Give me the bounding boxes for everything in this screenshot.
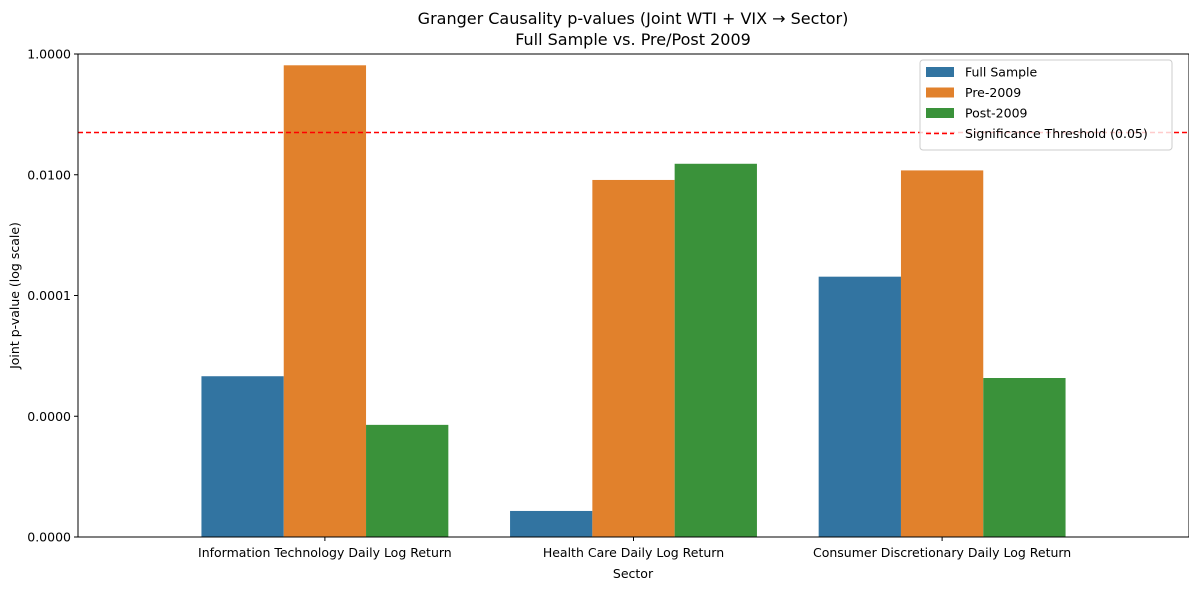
legend-swatch	[926, 87, 954, 98]
chart-subtitle: Full Sample vs. Pre/Post 2009	[515, 30, 751, 49]
legend-label: Pre-2009	[965, 85, 1021, 100]
y-axis-ticks: 0.0000 0.0000 0.0001 0.0100 1.0000	[27, 47, 78, 545]
y-axis-label: Joint p-value (log scale)	[7, 222, 22, 370]
legend-label: Post-2009	[965, 106, 1028, 121]
bar-pre-2009-0	[283, 65, 367, 538]
bar-post-2009-1	[674, 163, 757, 538]
legend-label: Significance Threshold (0.05)	[965, 126, 1148, 141]
x-tick-label: Health Care Daily Log Return	[543, 545, 724, 560]
legend-label: Full Sample	[965, 65, 1038, 80]
legend-frame	[919, 59, 1173, 151]
legend: Full Sample Pre-2009 Post-2009 Significance…	[919, 59, 1173, 151]
bars-group	[201, 65, 1066, 538]
bar-full-sample-1	[510, 510, 593, 537]
chart-title: Granger Causality p-values (Joint WTI + …	[418, 9, 849, 28]
x-tick-label: Information Technology Daily Log Return	[198, 545, 452, 560]
bar-full-sample-2	[818, 276, 901, 537]
legend-swatch	[926, 108, 954, 118]
x-axis-label: Sector	[613, 566, 654, 581]
y-tick-label: 0.0100	[27, 167, 71, 182]
x-tick-label: Consumer Discretionary Daily Log Return	[813, 545, 1071, 560]
legend-items: Full Sample Pre-2009 Post-2009 Significance…	[926, 65, 1148, 141]
y-tick-label: 0.0000	[27, 409, 71, 424]
bar-full-sample-0	[201, 376, 284, 537]
y-tick-label: 0.0000	[27, 530, 71, 545]
y-tick-label: 1.0000	[27, 47, 71, 62]
bar-pre-2009-2	[900, 170, 984, 537]
y-tick-label: 0.0001	[27, 288, 71, 303]
bar-pre-2009-1	[592, 179, 675, 537]
bar-post-2009-2	[983, 378, 1066, 537]
bar-post-2009-0	[366, 424, 449, 537]
legend-swatch	[926, 67, 954, 77]
x-axis-ticks: Information Technology Daily Log Return H…	[198, 537, 1071, 560]
